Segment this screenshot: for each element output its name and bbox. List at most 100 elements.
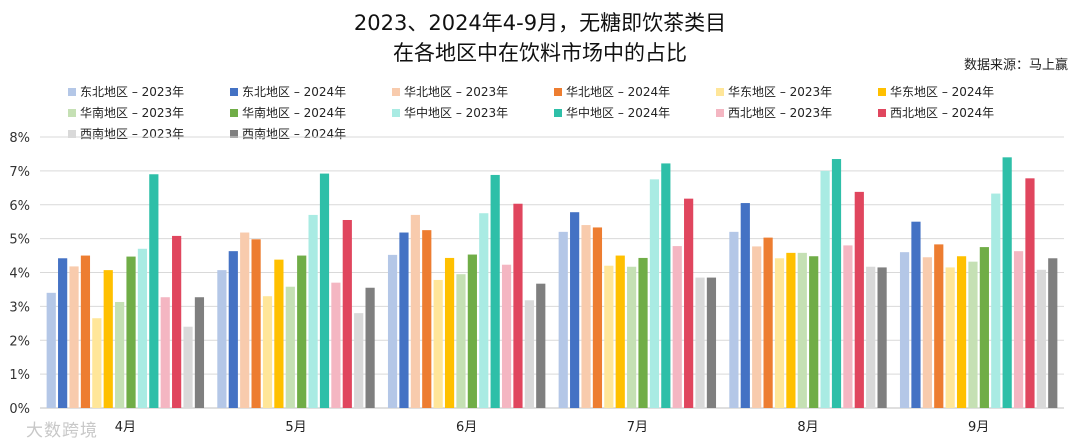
- bar: [899, 252, 910, 408]
- y-tick-label: 2%: [9, 334, 30, 349]
- legend-swatch: [554, 108, 562, 117]
- bar: [80, 255, 91, 408]
- bar: [809, 256, 819, 408]
- legend-label: 华东地区 – 2024年: [890, 85, 995, 99]
- bar: [399, 232, 409, 408]
- bar: [866, 266, 876, 408]
- bar: [911, 221, 921, 408]
- bar: [126, 256, 136, 408]
- y-tick-label: 1%: [9, 368, 30, 383]
- legend-item: 西北地区 – 2023年: [716, 105, 832, 121]
- bar: [945, 267, 955, 408]
- legend-item: 华南地区 – 2024年: [230, 105, 346, 121]
- legend-swatch: [716, 87, 724, 96]
- bar: [684, 198, 694, 408]
- bar: [695, 277, 705, 408]
- legend-swatch: [230, 129, 238, 138]
- bar: [365, 287, 375, 408]
- bar: [729, 231, 739, 408]
- bar: [285, 286, 295, 408]
- legend-item: 西北地区 – 2024年: [878, 105, 994, 121]
- bar: [274, 259, 284, 408]
- bar: [1002, 157, 1012, 408]
- chart-title: 2023、2024年4-9月，无糖即饮茶类目 在各地区中在饮料市场中的占比: [0, 8, 1080, 68]
- bar: [479, 213, 489, 408]
- legend-label: 华东地区 – 2023年: [728, 85, 833, 99]
- bar: [149, 174, 159, 408]
- bar: [763, 237, 773, 408]
- legend-label: 华南地区 – 2024年: [242, 106, 347, 120]
- bar: [786, 252, 796, 408]
- bar: [319, 173, 330, 408]
- bar: [251, 239, 261, 408]
- legend-label: 华中地区 – 2024年: [566, 106, 671, 120]
- bar: [536, 283, 546, 408]
- bar: [410, 214, 420, 408]
- bar: [433, 279, 443, 408]
- bar: [297, 255, 307, 408]
- bar: [570, 212, 580, 408]
- bar: [115, 301, 125, 408]
- bar: [934, 244, 944, 408]
- bar: [137, 248, 148, 408]
- bar: [308, 214, 318, 408]
- chart-title-line-1: 2023、2024年4-9月，无糖即饮茶类目: [353, 11, 727, 35]
- x-tick-label: 4月: [115, 420, 136, 435]
- legend-item: 东北地区 – 2023年: [68, 84, 184, 100]
- bar: [183, 326, 193, 408]
- bar: [592, 227, 603, 408]
- y-tick-label: 7%: [9, 165, 30, 180]
- bar: [262, 296, 273, 408]
- legend-swatch: [230, 87, 238, 96]
- legend-item: 华南地区 – 2023年: [68, 105, 184, 121]
- y-tick-label: 3%: [9, 300, 30, 315]
- bar: [103, 270, 113, 408]
- bar: [58, 258, 68, 408]
- bar: [354, 313, 364, 408]
- bar: [604, 265, 614, 408]
- bar: [820, 170, 830, 408]
- bar: [1036, 269, 1046, 408]
- y-tick-label: 8%: [9, 131, 30, 146]
- bar: [524, 300, 534, 408]
- bar: [387, 254, 398, 408]
- bar: [968, 261, 978, 408]
- x-tick-label: 8月: [797, 420, 818, 435]
- legend-item: 华东地区 – 2024年: [878, 84, 994, 100]
- bar: [501, 264, 512, 408]
- legend-swatch: [392, 108, 400, 117]
- bar: [331, 282, 341, 408]
- legend-swatch: [68, 87, 76, 96]
- bar: [172, 235, 182, 408]
- legend-label: 华北地区 – 2023年: [404, 85, 509, 99]
- legend-swatch: [554, 87, 562, 96]
- bar: [774, 258, 785, 408]
- source-note: 数据来源：马上赢: [963, 58, 1068, 73]
- y-tick-label: 6%: [9, 199, 30, 214]
- bar: [240, 232, 250, 408]
- x-tick-label: 9月: [968, 420, 989, 435]
- bar: [217, 270, 227, 408]
- bar: [797, 252, 807, 408]
- bar: [843, 245, 853, 408]
- legend-label: 东北地区 – 2023年: [80, 85, 185, 99]
- legend-label: 西北地区 – 2024年: [890, 106, 995, 120]
- chart-title-line-2: 在各地区中在饮料市场中的占比: [393, 41, 687, 65]
- bar: [752, 246, 762, 408]
- legend-label: 华北地区 – 2024年: [566, 85, 671, 99]
- bar: [558, 231, 568, 408]
- bar: [979, 247, 989, 408]
- bar: [854, 191, 864, 408]
- y-tick-label: 0%: [9, 402, 30, 417]
- bar: [831, 159, 842, 408]
- legend-swatch: [392, 87, 400, 96]
- legend-item: 华中地区 – 2024年: [554, 105, 670, 121]
- legend-swatch: [68, 129, 76, 138]
- bar: [342, 219, 352, 408]
- bar: [672, 246, 682, 408]
- bar: [922, 257, 932, 408]
- legend-swatch: [68, 108, 76, 117]
- y-tick-label: 4%: [9, 267, 30, 282]
- legend-swatch: [878, 87, 886, 96]
- bar: [160, 297, 170, 408]
